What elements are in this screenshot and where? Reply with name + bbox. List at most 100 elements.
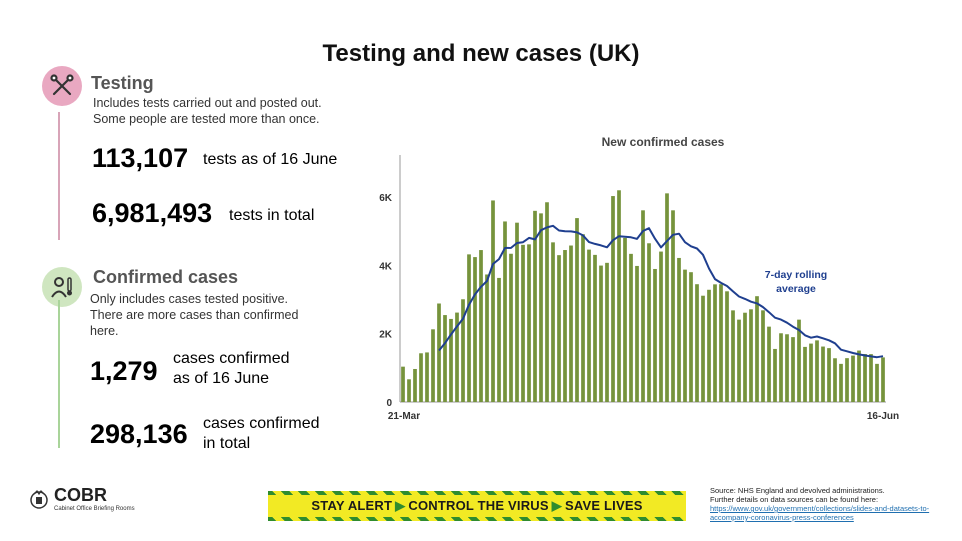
- bar: [851, 355, 855, 402]
- bar: [611, 196, 615, 402]
- bar: [743, 312, 747, 402]
- bar: [797, 319, 801, 402]
- y-tick-label: 2K: [379, 330, 393, 341]
- bar: [647, 243, 651, 402]
- testing-desc-line-1: Includes tests carried out and posted ou…: [93, 96, 322, 110]
- cases-daily-label-2: as of 16 June: [173, 370, 270, 387]
- bar: [479, 250, 483, 402]
- cases-desc-line-2: There are more cases than confirmed: [90, 308, 299, 322]
- bar: [839, 363, 843, 402]
- bar: [563, 250, 567, 402]
- bar: [827, 348, 831, 402]
- bar: [833, 358, 837, 402]
- bar: [617, 190, 621, 402]
- testing-total-label: tests in total: [229, 207, 315, 224]
- cases-divider: [58, 300, 60, 448]
- bar: [485, 274, 489, 402]
- y-tick-label: 0: [386, 398, 392, 409]
- test-tube-icon: [50, 74, 74, 96]
- source-line-2: Further details on data sources can be f…: [710, 495, 879, 504]
- cobr-logo: COBR Cabinet Office Briefing Rooms: [28, 485, 135, 512]
- bar: [659, 251, 663, 402]
- bar: [719, 284, 723, 402]
- cases-total-label-2: in total: [203, 435, 251, 452]
- cases-desc-line-1: Only includes cases tested positive.: [90, 292, 289, 306]
- banner-part-2: CONTROL THE VIRUS: [408, 498, 549, 513]
- bar: [527, 244, 531, 402]
- bar: [533, 210, 537, 402]
- bar: [725, 291, 729, 402]
- stay-alert-banner: STAY ALERT ▶ CONTROL THE VIRUS ▶ SAVE LIVES: [268, 491, 686, 521]
- bar: [785, 334, 789, 402]
- bar: [737, 319, 741, 402]
- testing-daily-value: 113,107: [92, 143, 189, 173]
- banner-arrow-icon: ▶: [551, 498, 562, 513]
- cobr-logo-name: COBR: [54, 485, 107, 505]
- testing-total-value: 6,981,493: [92, 198, 213, 228]
- bar: [881, 357, 885, 402]
- royal-crest-icon: [30, 489, 48, 509]
- banner-stripe-top: [268, 491, 686, 495]
- bar: [461, 299, 465, 402]
- bar: [569, 245, 573, 402]
- bar: [401, 366, 405, 402]
- bar: [653, 268, 657, 402]
- cases-daily-value: 1,279: [90, 356, 158, 386]
- bar: [581, 234, 585, 402]
- bar: [779, 333, 783, 402]
- page-title: Testing and new cases (UK): [322, 40, 640, 67]
- cases-total-label-1: cases confirmed: [203, 415, 320, 432]
- bar: [677, 257, 681, 402]
- testing-desc-line-2: Some people are tested more than once.: [93, 112, 320, 126]
- bar: [605, 262, 609, 402]
- source-link-line-2[interactable]: accompany-coronavirus-press-conferences: [710, 513, 854, 522]
- banner-arrow-icon: ▶: [395, 498, 406, 513]
- source-note: Source: NHS England and devolved adminis…: [710, 486, 955, 522]
- bar: [689, 272, 693, 402]
- bar: [557, 255, 561, 402]
- banner-text: STAY ALERT ▶ CONTROL THE VIRUS ▶ SAVE LIVES: [311, 498, 642, 514]
- cases-daily-label: cases confirmed as of 16 June: [173, 349, 290, 389]
- bar: [749, 309, 753, 402]
- bar: [875, 363, 879, 402]
- bar: [731, 310, 735, 402]
- bar: [455, 312, 459, 402]
- bar: [449, 318, 453, 402]
- cases-total-label: cases confirmed in total: [203, 414, 320, 454]
- bar: [539, 213, 543, 402]
- bar: [599, 265, 603, 402]
- bar: [791, 337, 795, 402]
- banner-part-3: SAVE LIVES: [564, 498, 643, 513]
- rolling-average-label-line-2: average: [776, 283, 816, 295]
- bar: [863, 354, 867, 402]
- cobr-logo-subtitle: Cabinet Office Briefing Rooms: [54, 506, 135, 512]
- bar: [473, 257, 477, 402]
- chart-title: New confirmed cases: [602, 135, 725, 149]
- cases-daily-label-1: cases confirmed: [173, 350, 290, 367]
- bar: [425, 352, 429, 402]
- bar: [497, 277, 501, 402]
- bar: [635, 265, 639, 402]
- thermometer-person-icon: [51, 277, 72, 298]
- cases-desc-line-3: here.: [90, 324, 119, 338]
- bar: [713, 284, 717, 402]
- cases-total-value: 298,136: [90, 419, 188, 449]
- bar: [575, 218, 579, 402]
- bar: [593, 254, 597, 402]
- bar: [545, 202, 549, 402]
- source-link-line-1[interactable]: https://www.gov.uk/government/collection…: [710, 504, 930, 513]
- bar: [515, 222, 519, 402]
- bar: [413, 368, 417, 402]
- new-cases-chart: New confirmed cases 0 2K 4K 6K 7-day rolling a…: [379, 135, 899, 422]
- bar: [641, 210, 645, 402]
- bar: [509, 253, 513, 402]
- cases-icon-badge: [42, 267, 82, 307]
- bar: [407, 379, 411, 402]
- bar: [551, 242, 555, 402]
- bar: [857, 350, 861, 402]
- bar: [587, 249, 591, 402]
- y-tick-label: 4K: [379, 261, 393, 272]
- bar: [629, 253, 633, 402]
- bar: [695, 284, 699, 402]
- bar: [701, 295, 705, 402]
